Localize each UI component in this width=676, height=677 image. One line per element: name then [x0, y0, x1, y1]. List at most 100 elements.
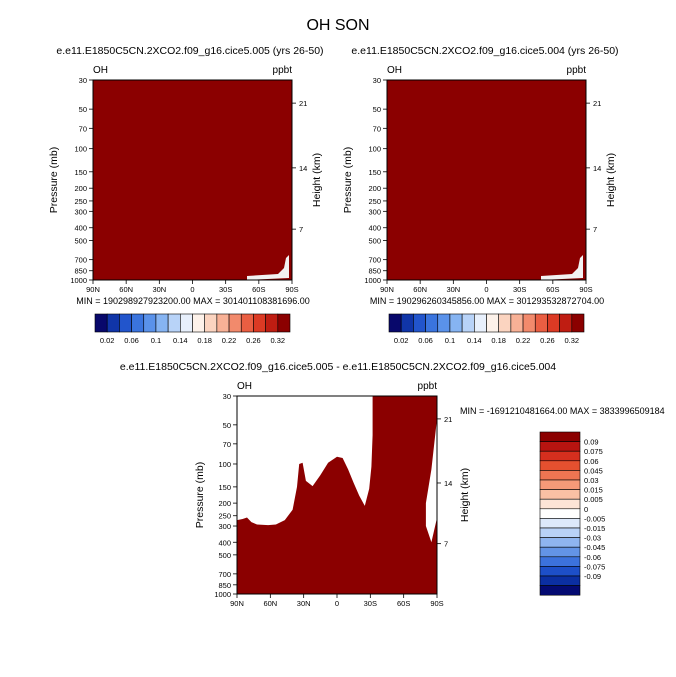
y-right-tick-label: 7 [593, 225, 597, 234]
colorbar-label: -0.09 [584, 572, 601, 581]
colorbar-label: 0.06 [584, 457, 599, 466]
colorbar-label: 0.06 [418, 336, 433, 345]
y-tick-label: 250 [74, 197, 87, 206]
colorbar-swatch [510, 313, 524, 333]
colorbar-swatch [180, 313, 193, 333]
x-tick-label: 60N [413, 285, 427, 294]
y-tick-label: 300 [218, 522, 231, 531]
colorbar-swatch [539, 527, 581, 538]
panel-1-right-label: ppbt [273, 65, 293, 76]
y-right-tick-label: 7 [444, 540, 448, 549]
colorbar-label: 0.03 [584, 476, 599, 485]
colorbar-swatch [522, 313, 536, 333]
panel-2: e.e11.E1850C5CN.2XCO2.f09_g16.cice5.004 … [342, 45, 619, 306]
panel-2-right-label: ppbt [567, 65, 587, 76]
y-tick-label: 30 [79, 76, 87, 85]
x-tick-label: 60S [546, 285, 559, 294]
colorbar-swatch [167, 313, 181, 333]
colorbar-swatch [106, 313, 120, 333]
x-tick-label: 90S [285, 285, 298, 294]
y-tick-label: 700 [74, 256, 87, 265]
y-right-tick-label: 21 [299, 99, 307, 108]
y-tick-label: 50 [373, 105, 381, 114]
y-tick-label: 70 [79, 124, 87, 133]
colorbar-label: 0.1 [445, 336, 455, 345]
colorbar-swatch [400, 313, 414, 333]
y-right-tick-label: 14 [299, 164, 307, 173]
colorbar-label: 0.18 [197, 336, 212, 345]
y-tick-label: 700 [218, 570, 231, 579]
panel-3-stats: MIN = -1691210481664.00 MAX = 3833996509… [460, 406, 665, 416]
colorbar-label: 0.32 [565, 336, 580, 345]
colorbar-label: -0.045 [584, 543, 605, 552]
y-tick-label: 1000 [214, 590, 231, 599]
colorbar-swatch [486, 313, 499, 333]
y-tick-label: 850 [368, 267, 381, 276]
y-tick-label: 500 [368, 236, 381, 245]
colorbar-label: 0.015 [584, 486, 603, 495]
colorbar-swatch [253, 313, 266, 333]
colorbar-swatch [437, 313, 451, 333]
y-tick-label: 400 [218, 538, 231, 547]
figure-title: OH SON [306, 17, 369, 34]
colorbar-swatch [265, 313, 279, 333]
colorbar-swatch [539, 431, 581, 442]
y-tick-label: 70 [373, 124, 381, 133]
topography-mask [247, 255, 289, 280]
colorbar-label: -0.075 [584, 562, 605, 571]
colorbar-swatch [539, 537, 581, 548]
colorbar-swatch [240, 313, 254, 333]
x-tick-label: 90S [430, 599, 443, 608]
colorbar-swatch [539, 450, 581, 462]
y-tick-label: 250 [368, 197, 381, 206]
y-tick-label: 200 [368, 184, 381, 193]
colorbar-label: 0.02 [394, 336, 409, 345]
colorbar-swatch [425, 313, 439, 333]
colorbar-swatch [539, 441, 581, 452]
colorbar-swatch [461, 313, 475, 333]
panel-2-ylabel: Pressure (mb) [342, 147, 354, 214]
colorbar-label: 0.005 [584, 495, 603, 504]
y-tick-label: 700 [368, 256, 381, 265]
colorbar-label: 0.1 [151, 336, 161, 345]
x-tick-label: 30N [446, 285, 460, 294]
panel-2-subtitle: e.e11.E1850C5CN.2XCO2.f09_g16.cice5.004 … [351, 45, 618, 57]
y-tick-label: 300 [368, 207, 381, 216]
panel-1-plot: 3050701001502002503004005007008501000211… [70, 76, 307, 345]
x-tick-label: 30S [219, 285, 232, 294]
colorbar-swatch [539, 479, 581, 490]
colorbar-swatch [155, 313, 169, 333]
panel-3-plot: 3050701001502002503004005007008501000211… [214, 392, 605, 608]
colorbar-swatch [539, 566, 581, 577]
y-tick-label: 200 [218, 499, 231, 508]
colorbar-swatch [449, 313, 463, 333]
colorbar-swatch [228, 313, 242, 333]
x-tick-label: 30S [364, 599, 377, 608]
x-tick-label: 90S [579, 285, 592, 294]
colorbar-swatch [277, 313, 291, 333]
y-tick-label: 1000 [364, 276, 381, 285]
colorbar-swatch [539, 585, 581, 596]
panel-1-subtitle: e.e11.E1850C5CN.2XCO2.f09_g16.cice5.005 … [56, 45, 323, 57]
x-tick-label: 60N [263, 599, 277, 608]
panel-3-subtitle: e.e11.E1850C5CN.2XCO2.f09_g16.cice5.005 … [120, 361, 556, 373]
panel-1-stats: MIN = 190298927923200.00 MAX = 301401108… [76, 296, 310, 306]
panel-1-ylabel: Pressure (mb) [48, 147, 60, 214]
y-tick-label: 30 [373, 76, 381, 85]
y-tick-label: 1000 [70, 276, 87, 285]
y-tick-label: 50 [79, 105, 87, 114]
y-tick-label: 300 [74, 207, 87, 216]
colorbar-swatch [143, 313, 157, 333]
x-tick-label: 90N [380, 285, 394, 294]
y-right-tick-label: 21 [593, 99, 601, 108]
colorbar-label: 0.32 [271, 336, 286, 345]
x-tick-label: 0 [190, 285, 194, 294]
y-tick-label: 100 [74, 145, 87, 154]
colorbar-swatch [539, 556, 581, 567]
y-tick-label: 150 [74, 168, 87, 177]
colorbar-label: 0.22 [222, 336, 237, 345]
colorbar-swatch [498, 313, 512, 333]
panel-3-right-label: ppbt [418, 381, 438, 392]
x-tick-label: 90N [86, 285, 100, 294]
colorbar-swatch [539, 546, 581, 558]
